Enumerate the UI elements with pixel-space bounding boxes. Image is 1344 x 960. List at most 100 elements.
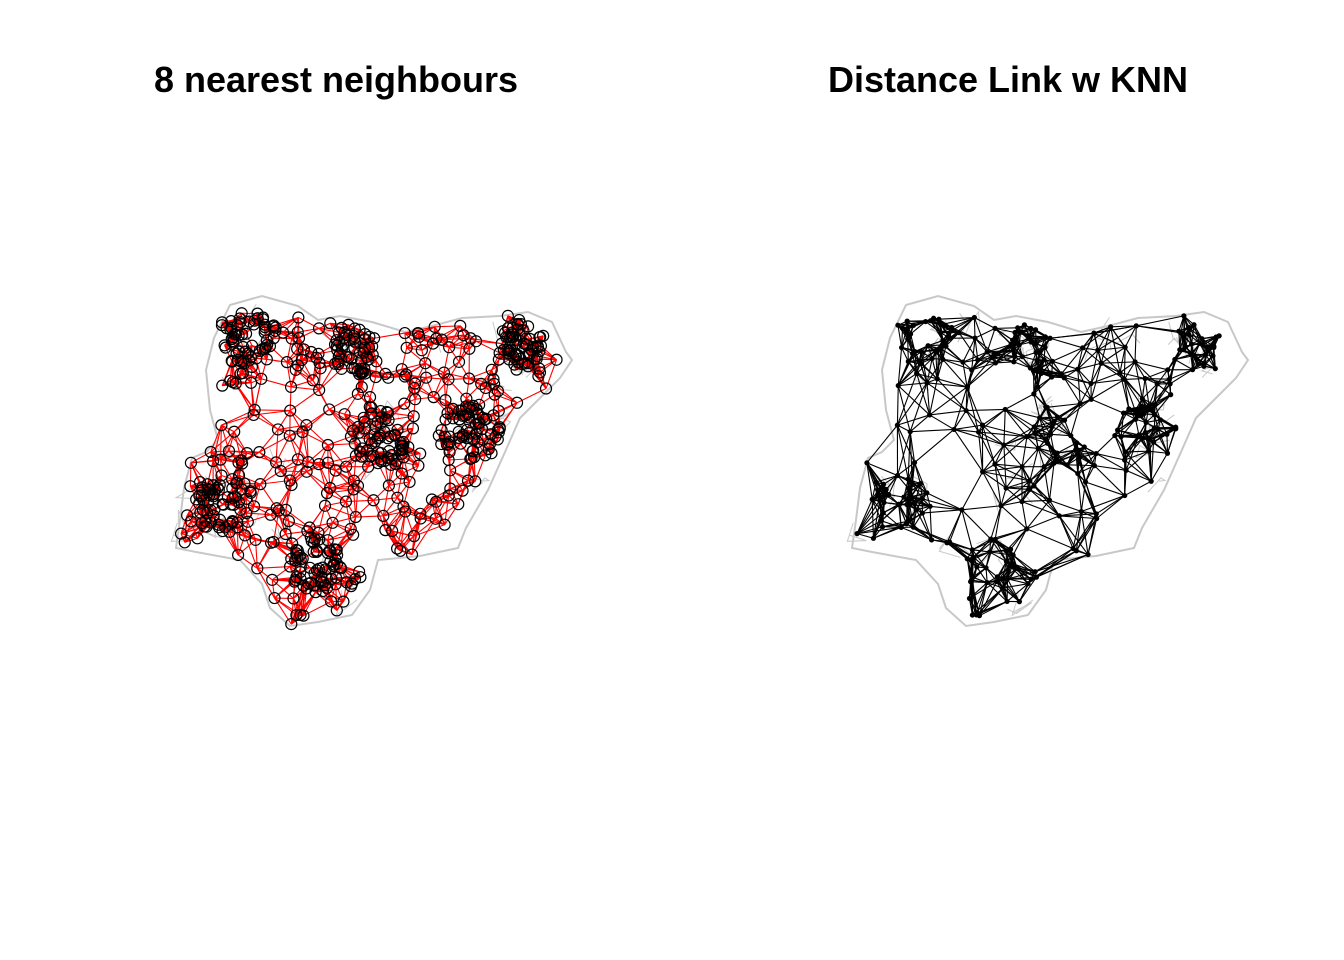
centroid-point [895,383,901,389]
centroid-point [452,498,465,511]
centroid-point [1197,340,1203,346]
centroid-point [969,612,976,618]
centroid-point [1199,336,1205,342]
centroid-point [207,479,220,492]
centroid-point [969,547,975,553]
centroid-point [917,480,924,487]
centroid-point [442,373,455,386]
centroid-point [324,317,337,330]
centroid-point [324,595,338,608]
centroid-point [409,393,422,406]
centroid-point [1078,508,1084,515]
centroid-point [501,309,514,322]
centroid-point [959,507,965,513]
centroid-point [491,385,505,398]
centroid-point [864,460,870,466]
centroid-point [940,337,946,344]
centroid-point [218,339,231,352]
centroid-point [1017,329,1024,335]
centroid-point [326,516,339,529]
centroid-point [1077,454,1083,460]
centroid-point [244,351,257,364]
centroid-point [1082,479,1089,485]
centroid-point [1143,419,1149,426]
centroid-point [905,358,911,365]
centroid-point [224,374,237,387]
centroid-point [960,359,966,365]
centroid-point [232,469,246,482]
centroid-point [194,506,207,519]
centroid-point [342,318,355,331]
centroid-point [412,459,425,472]
centroid-point [335,342,349,355]
centroid-point [193,489,206,502]
centroid-point [347,528,360,541]
centroid-point [898,344,905,351]
centroid-point [226,514,239,528]
centroid-point [896,502,902,508]
centroid-point [358,341,371,355]
centroid-point [1098,360,1104,366]
centroid-point [231,516,244,529]
centroid-point [266,573,279,586]
centroid-point [1085,551,1091,558]
centroid-point [397,500,410,513]
centroid-point [1004,598,1010,605]
centroid-point [1211,344,1217,351]
centroid-point [184,456,198,469]
centroid-point [470,402,483,416]
centroid-point [1003,485,1009,491]
country-boundary [174,294,574,628]
centroid-point [1032,430,1038,436]
centroid-point [1142,429,1149,436]
centroid-point [1186,324,1192,331]
centroid-point [1193,356,1200,362]
centroid-point [463,342,476,355]
centroid-point [1056,513,1062,519]
centroid-point [969,367,975,373]
centroid-point [905,518,912,524]
centroid-point [455,404,468,417]
centroid-point [355,450,368,463]
centroid-point [247,500,261,513]
centroid-point [283,474,296,487]
centroid-point [1122,492,1128,499]
centroid-point [905,485,911,491]
centroid-point [184,515,198,528]
centroid-point [443,430,456,443]
centroid-point [936,346,942,352]
centroid-point [358,415,371,428]
centroid-point [1012,339,1019,345]
centroid-point [894,472,901,479]
centroid-point [366,348,379,361]
centroid-point [1139,396,1145,402]
centroid-point [927,412,933,418]
centroid-point [320,487,334,500]
centroid-point [909,351,916,357]
centroid-point [391,491,404,504]
centroid-point [980,469,986,475]
centroid-point [878,518,885,524]
centroid-point [226,492,239,505]
centroid-point [992,360,999,366]
centroid-point [1035,384,1041,390]
centroid-point [306,374,320,387]
centroid-point [251,312,264,325]
centroid-point [1007,546,1014,552]
centroid-point [1049,358,1055,364]
centroid-point [283,429,296,442]
centroid-point [382,479,395,492]
centroid-point [1031,483,1037,489]
panel-knn8: 8 nearest neighbours [154,59,574,631]
centroid-point [178,536,191,549]
centroid-point [232,329,245,342]
centroid-point [282,515,295,528]
centroid-point [964,556,970,562]
centroid-point [355,380,368,394]
centroid-point [292,311,305,324]
centroid-point [1122,344,1128,350]
centroid-point [1038,370,1044,377]
centroid-point [398,397,411,410]
centroid-point [485,363,498,376]
centroid-point [550,353,563,366]
